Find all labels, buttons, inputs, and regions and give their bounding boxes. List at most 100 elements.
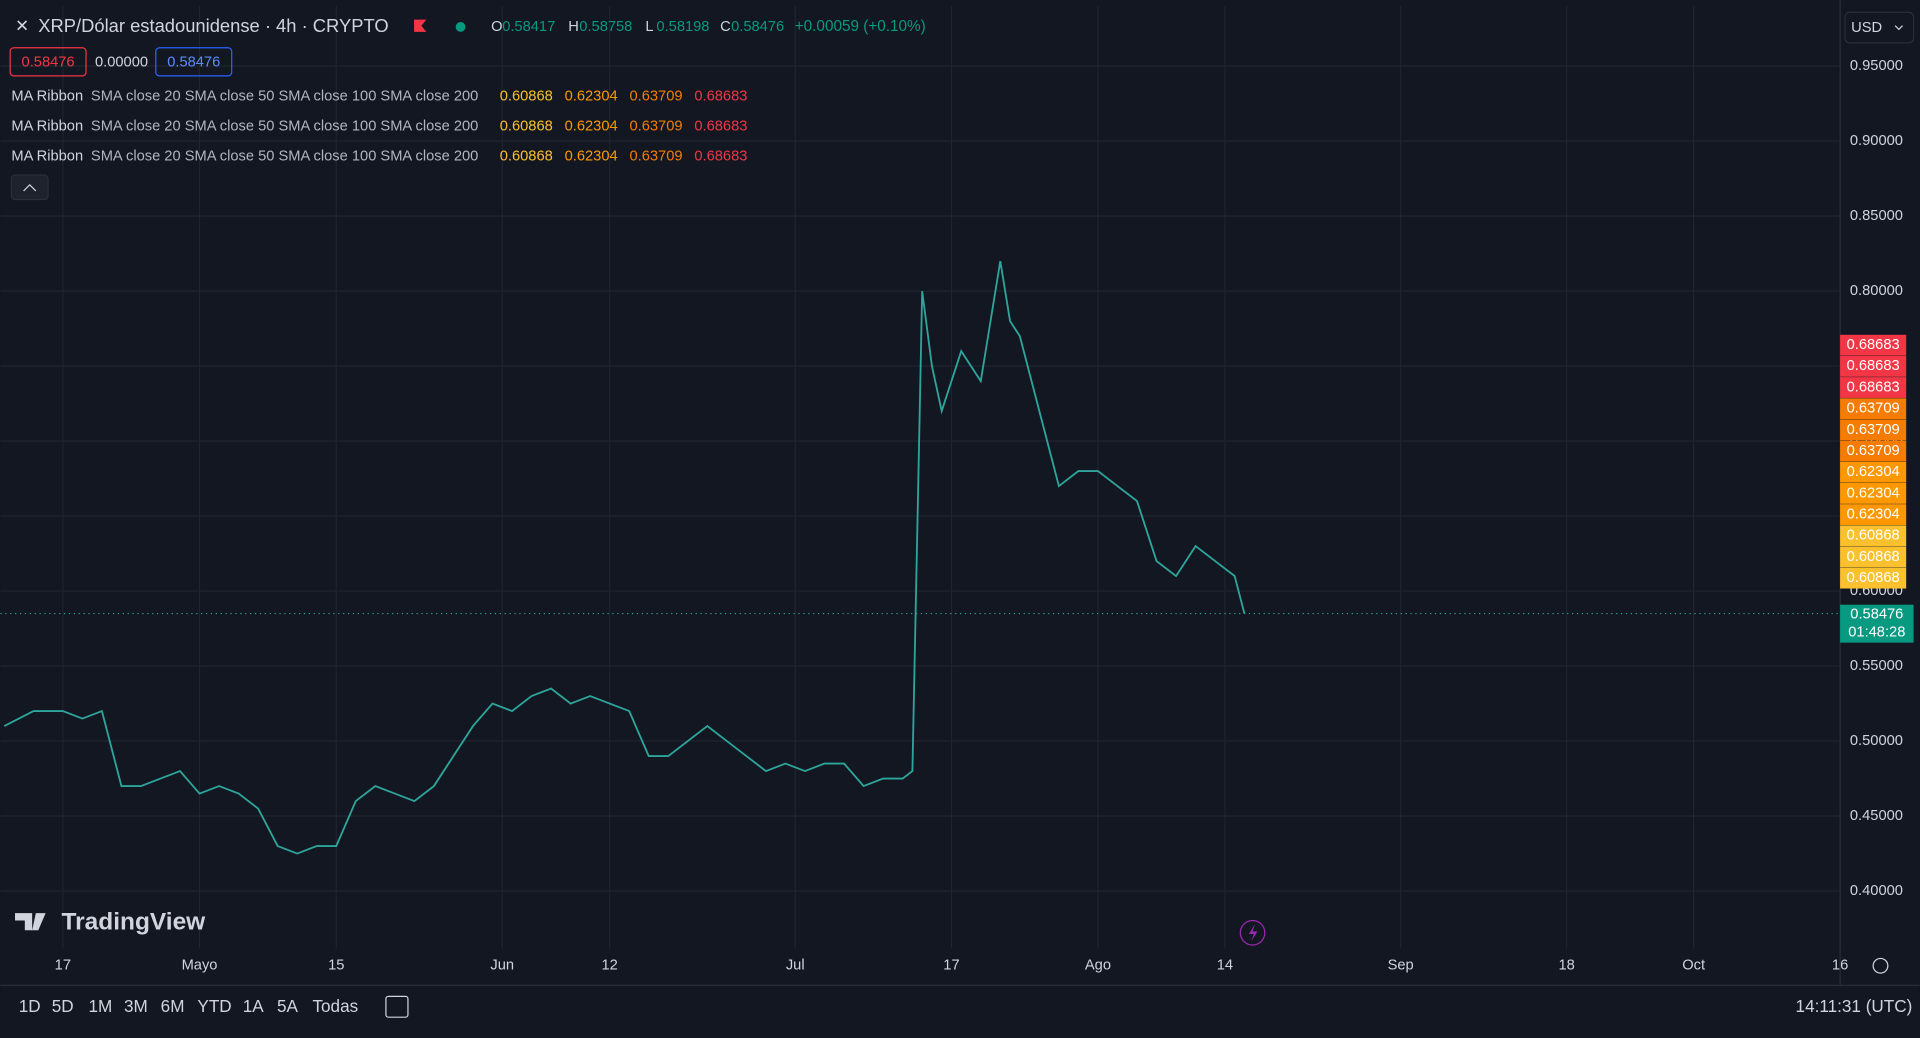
price-label-box [1840,398,1907,420]
price-scale-labels: 0.68683 0.68683 0.68683 0.63709 0.63709 0.637… [1840,334,1907,589]
indicator-value: 0.63709 [630,89,683,105]
range-button[interactable]: 1D [19,996,41,1016]
price-label-box [1840,461,1907,483]
range-button[interactable]: 1M [88,996,112,1016]
indicator-params: SMA close 20 SMA close 50 SMA close 100 … [91,119,478,135]
calendar-icon[interactable] [385,995,409,1018]
indicators: MA Ribbon SMA close 20 SMA close 50 SMA c… [11,89,747,165]
settings-icon[interactable] [1872,957,1889,974]
ohlc-value: 0.58758 [579,19,632,35]
price-label-box [1840,334,1907,356]
x-tick-label: Mayo [182,958,218,974]
y-tick-label: 0.45000 [1850,808,1903,824]
ohlc-key: H [568,19,579,35]
chevron [23,183,37,192]
price-label-box [1840,419,1907,441]
currency-select[interactable] [1844,11,1915,44]
price-box-text: 0.58476 [167,54,220,70]
plot [0,260,1841,855]
y-tick-label: 0.50000 [1850,733,1903,749]
x-tick-label: Sep [1388,958,1414,974]
indicator-value: 0.60868 [500,119,553,135]
price-label-box [1840,567,1907,589]
price-label-box [1840,546,1907,568]
price-label: 0.60868 [1847,549,1900,565]
brand-logo [15,913,46,931]
collapse-button[interactable] [10,174,49,201]
change: +0.00059 (+0.10%) [795,18,926,35]
indicator-value: 0.68683 [694,119,747,135]
y-tick-label: 0.85000 [1850,208,1903,224]
price-label-box [1840,504,1907,525]
x-tick-label: 15 [328,958,344,974]
price-label: 0.68683 [1847,337,1900,353]
price-label: 0.68683 [1847,379,1900,395]
ohlc-value: 0.58476 [731,19,784,35]
bolt [1248,924,1258,942]
x-tick-label: Ago [1085,958,1111,974]
price-label: 0.62304 [1847,464,1900,480]
indicator-value: 0.63709 [630,149,683,165]
price-label-box [1840,377,1907,398]
range-button[interactable]: YTD [197,996,231,1016]
indicator-name[interactable]: MA Ribbon [11,119,83,135]
price-label: 0.60868 [1847,528,1900,544]
indicator-name[interactable]: MA Ribbon [11,149,83,165]
x-tick-label: 18 [1559,958,1575,974]
y-tick-label: 0.40000 [1850,883,1903,899]
indicator-value: 0.62304 [565,149,618,165]
price-box[interactable] [9,47,87,77]
last-price: 0.58476 [1850,606,1903,622]
chevron [1894,25,1903,31]
range-button[interactable]: 5D [52,996,74,1016]
symbol: XRP/Dólar estadounidense · 4h · CRYPTO [38,15,388,36]
flag-icon [414,19,427,32]
y-tick-label: 0.95000 [1850,58,1903,74]
range-button[interactable]: 3M [124,996,148,1016]
price-label: 0.68683 [1847,358,1900,374]
range-button[interactable]: 5A [277,996,299,1016]
range-button[interactable]: 1A [243,996,265,1016]
x-tick-label: Oct [1682,958,1705,974]
price-label: 0.62304 [1847,506,1900,522]
close-icon[interactable]: ✕ [15,15,29,35]
ohlc-key: L [645,19,653,35]
indicator-value: 0.60868 [500,149,553,165]
range-button[interactable]: 6M [161,996,185,1016]
price-label-box [1840,440,1907,462]
x-tick-label: Jun [490,958,514,974]
x-tick-label: 17 [55,958,71,974]
price-label: 0.63709 [1847,443,1900,459]
indicator-value: 0.62304 [565,89,618,105]
price-box[interactable] [155,47,233,77]
indicator-name[interactable]: MA Ribbon [11,89,83,105]
x-tick-label: 17 [943,958,959,974]
ohlc-key: C [720,19,731,35]
brand: TradingView [62,908,207,935]
price-box-text: 0.00000 [95,54,148,70]
status-dot [455,22,466,32]
last-price-box [1840,604,1914,643]
price-label-box [1840,483,1907,504]
range-buttons: 1D 5D 1M 3M 6M YTD 1A 5A Todas [19,996,358,1016]
event-icon[interactable] [1239,919,1266,946]
price-label: 0.60868 [1847,570,1900,586]
indicator-value: 0.62304 [565,119,618,135]
indicator-params: SMA close 20 SMA close 50 SMA close 100 … [91,149,478,165]
y-tick-label: 0.55000 [1850,658,1903,674]
countdown: 01:48:28 [1848,625,1905,641]
y-tick-label: 0.90000 [1850,133,1903,149]
price-label-box [1840,355,1907,377]
price-label-box [1840,525,1907,547]
range-button[interactable]: Todas [312,996,358,1016]
x-tick-label: Jul [786,958,805,974]
clock: 14:11:31 (UTC) [1796,996,1913,1016]
price-box-text: 0.58476 [22,54,75,70]
ohlc-key: O [491,19,502,35]
currency: USD [1851,20,1882,36]
indicator-params: SMA close 20 SMA close 50 SMA close 100 … [91,89,478,105]
indicator-value: 0.68683 [694,149,747,165]
price-label: 0.63709 [1847,401,1900,417]
